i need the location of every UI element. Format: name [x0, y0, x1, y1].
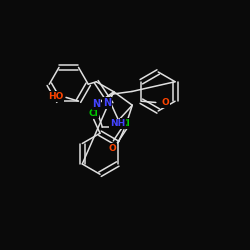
Text: O: O: [109, 144, 116, 153]
Text: N: N: [103, 98, 111, 108]
Text: Cl: Cl: [88, 109, 98, 118]
Text: O: O: [161, 98, 169, 107]
Text: N: N: [92, 99, 100, 109]
Text: NH: NH: [110, 120, 125, 128]
Text: HO: HO: [48, 92, 63, 101]
Text: Cl: Cl: [120, 119, 130, 128]
